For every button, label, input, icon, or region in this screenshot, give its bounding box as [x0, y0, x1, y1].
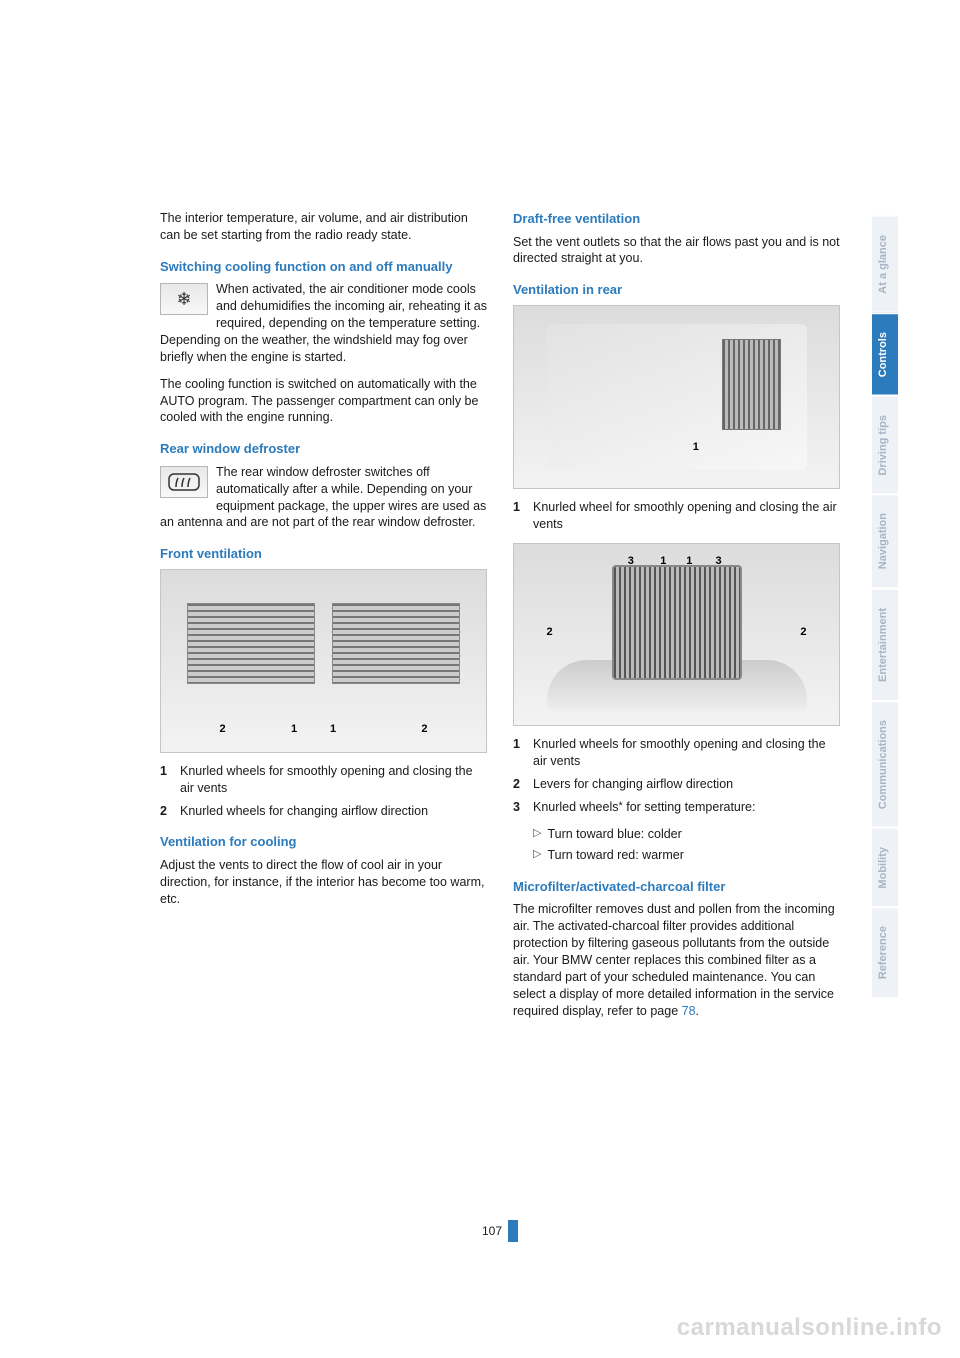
page-content: The interior temperature, air volume, an…: [160, 210, 840, 1230]
figure-marker: 2: [547, 625, 553, 640]
tab-at-a-glance[interactable]: At a glance: [872, 215, 898, 312]
figure-marker: 1: [686, 554, 692, 569]
rear-vent-list-2: 1Knurled wheels for smoothly opening and…: [513, 736, 840, 816]
section-tabs: At a glance Controls Driving tips Naviga…: [872, 215, 898, 998]
tab-navigation[interactable]: Navigation: [872, 493, 898, 587]
heading-defroster: Rear window defroster: [160, 440, 487, 458]
figure-marker: 1: [330, 722, 336, 737]
list-item: 2Knurled wheels for changing airflow dir…: [160, 803, 487, 820]
heading-vent-cooling: Ventilation for cooling: [160, 833, 487, 851]
defroster-icon: [160, 466, 208, 498]
list-item: Turn toward blue: colder: [533, 826, 840, 843]
tab-reference[interactable]: Reference: [872, 906, 898, 997]
vent-cooling-p1: Adjust the vents to direct the flow of c…: [160, 857, 487, 908]
figure-marker: 1: [291, 722, 297, 737]
heading-filter: Microfilter/activated-charcoal filter: [513, 878, 840, 896]
rear-vent-list-1: 1Knurled wheel for smoothly opening and …: [513, 499, 840, 533]
tab-driving-tips[interactable]: Driving tips: [872, 395, 898, 494]
left-column: The interior temperature, air volume, an…: [160, 210, 487, 1230]
list-item: Turn toward red: warmer: [533, 847, 840, 864]
heading-draft: Draft-free ventilation: [513, 210, 840, 228]
intro-text: The interior temperature, air volume, an…: [160, 210, 487, 244]
list-item: 3Knurled wheels* for setting temperature…: [513, 799, 840, 816]
figure-marker: 2: [220, 722, 226, 737]
cooling-p1: ❄ When activated, the air conditioner mo…: [160, 281, 487, 365]
page-number: 107: [482, 1224, 502, 1238]
tab-communications[interactable]: Communications: [872, 700, 898, 827]
heading-rear-vent: Ventilation in rear: [513, 281, 840, 299]
page-ref-link[interactable]: 78: [682, 1004, 696, 1018]
list-item: 1Knurled wheel for smoothly opening and …: [513, 499, 840, 533]
figure-marker: 3: [628, 554, 634, 569]
tab-controls[interactable]: Controls: [872, 312, 898, 395]
figure-marker: 1: [660, 554, 666, 569]
front-vent-list: 1Knurled wheels for smoothly opening and…: [160, 763, 487, 820]
tab-mobility[interactable]: Mobility: [872, 827, 898, 907]
filter-p1: The microfilter removes dust and pollen …: [513, 901, 840, 1019]
figure-marker: 2: [421, 722, 427, 737]
cooling-p1-text: When activated, the air conditioner mode…: [160, 282, 487, 364]
figure-marker: 1: [693, 440, 699, 455]
list-item: 1Knurled wheels for smoothly opening and…: [513, 736, 840, 770]
figure-marker: 2: [800, 625, 806, 640]
tab-entertainment[interactable]: Entertainment: [872, 588, 898, 700]
list-item: 1Knurled wheels for smoothly opening and…: [160, 763, 487, 797]
heading-cooling: Switching cooling function on and off ma…: [160, 258, 487, 276]
figure-rear-vent-1: 1: [513, 305, 840, 489]
page-number-block-icon: [508, 1220, 518, 1242]
figure-front-ventilation: 2 1 1 2: [160, 569, 487, 753]
list-item: 2Levers for changing airflow direction: [513, 776, 840, 793]
watermark-text: carmanualsonline.info: [677, 1314, 942, 1342]
defroster-p1-text: The rear window defroster switches off a…: [160, 465, 486, 530]
page-number-area: 107: [160, 1220, 840, 1238]
cooling-p2: The cooling function is switched on auto…: [160, 376, 487, 427]
right-column: Draft-free ventilation Set the vent outl…: [513, 210, 840, 1230]
figure-rear-vent-2: 2 3 1 1 3 2: [513, 543, 840, 727]
figure-marker: 3: [716, 554, 722, 569]
snowflake-icon: ❄: [160, 283, 208, 315]
defroster-p1: The rear window defroster switches off a…: [160, 464, 487, 532]
draft-p1: Set the vent outlets so that the air flo…: [513, 234, 840, 268]
heading-front-vent: Front ventilation: [160, 545, 487, 563]
temperature-bullets: Turn toward blue: colder Turn toward red…: [533, 826, 840, 864]
